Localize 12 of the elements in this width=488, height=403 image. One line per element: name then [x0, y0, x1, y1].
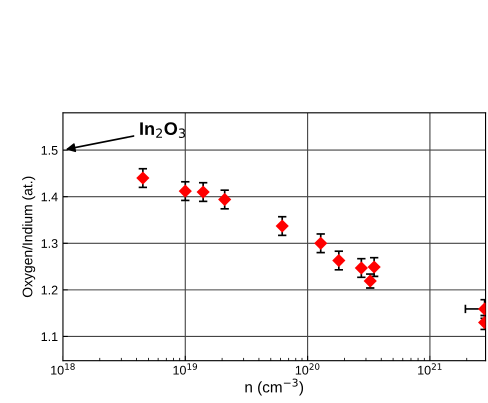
y-tick-label: 1.2	[42, 286, 58, 294]
x-tick-label: 10$^{18}$	[51, 363, 75, 375]
x-tick-label: 10$^{19}$	[173, 363, 198, 375]
y-tick-label: 1.3	[42, 239, 58, 248]
y-axis-title: Oxygen/Indium (at.)	[22, 176, 36, 298]
y-tick-label: 1.5	[42, 146, 58, 155]
x-axis-title: n (cm$^{−3}$)	[245, 378, 304, 396]
x-tick-label: 10$^{20}$	[296, 363, 320, 375]
y-tick-label: 1.4	[42, 192, 58, 202]
x-tick-label: 10$^{21}$	[418, 363, 442, 375]
annotation: In$_{2}$O$_{3}$	[140, 122, 186, 138]
y-tick-label: 1.1	[42, 332, 58, 341]
